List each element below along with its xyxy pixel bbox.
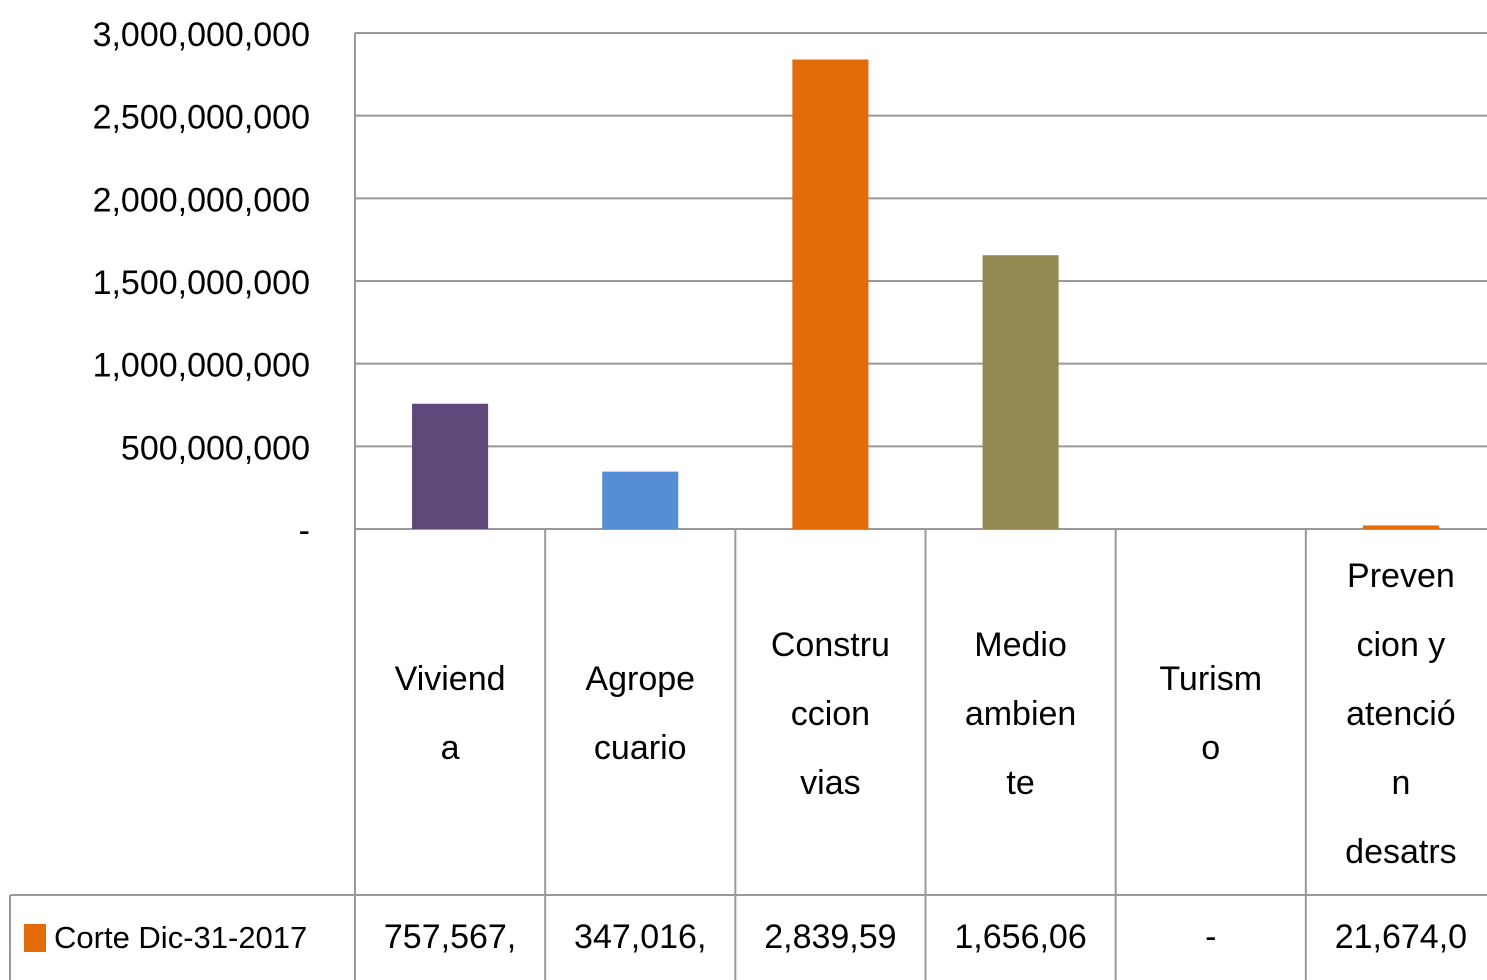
category-label: Preven cion y atenció n desatrs <box>1345 556 1457 871</box>
category-label: Viviend a <box>394 660 506 767</box>
data-label: 757,567, <box>383 918 517 956</box>
data-label: 347,016, <box>574 918 707 956</box>
y-tick-label: 1,000,000,000 <box>93 347 310 385</box>
y-tick-label: - <box>299 512 310 550</box>
category-label: Agrope cuario <box>585 660 696 767</box>
category-label: Constru ccion vias <box>770 625 890 802</box>
bar <box>602 471 679 529</box>
y-tick-label: 3,000,000,000 <box>93 16 310 54</box>
bar <box>1362 525 1439 529</box>
y-tick-label: 500,000,000 <box>121 429 310 467</box>
bar <box>412 403 489 529</box>
legend-swatch <box>24 924 46 952</box>
bar <box>792 59 869 529</box>
legend-label: Corte Dic-31-2017 <box>54 920 307 955</box>
data-label: - <box>1205 918 1217 956</box>
y-tick-label: 1,500,000,000 <box>93 264 310 302</box>
data-label: 1,656,06 <box>954 918 1087 956</box>
data-label: 2,839,59 <box>764 918 897 956</box>
category-label: Turism o <box>1159 660 1263 767</box>
y-tick-label: 2,000,000,000 <box>93 181 310 219</box>
data-label: 21,674,0 <box>1334 918 1468 956</box>
bar <box>982 255 1059 530</box>
y-tick-label: 2,500,000,000 <box>93 99 310 137</box>
category-label: Medio ambien te <box>964 625 1077 802</box>
